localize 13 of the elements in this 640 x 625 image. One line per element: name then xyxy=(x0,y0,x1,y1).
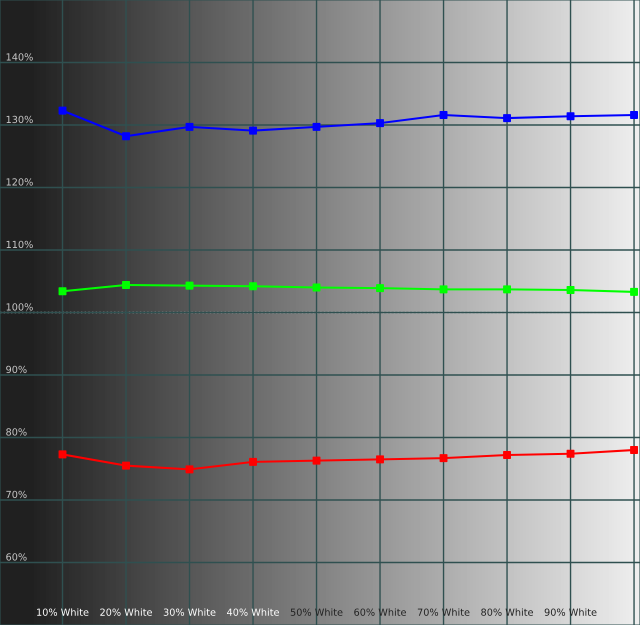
y-tick-label: 100% xyxy=(6,303,33,311)
y-tick-label: 120% xyxy=(6,178,33,186)
y-tick-label: 60% xyxy=(6,553,27,561)
y-tick-label: 110% xyxy=(6,240,33,248)
y-tick-label: 80% xyxy=(6,428,27,436)
x-tick-label: 30% White xyxy=(164,608,216,616)
y-tick-label: 90% xyxy=(6,366,27,374)
y-tick-label: 70% xyxy=(6,490,27,498)
y-tick-label: 140% xyxy=(6,53,33,61)
y-tick-label: 130% xyxy=(6,116,33,124)
x-tick-label: 20% White xyxy=(100,608,152,616)
x-tick-label: 40% White xyxy=(227,608,279,616)
x-tick-label: 10% White xyxy=(37,608,88,616)
